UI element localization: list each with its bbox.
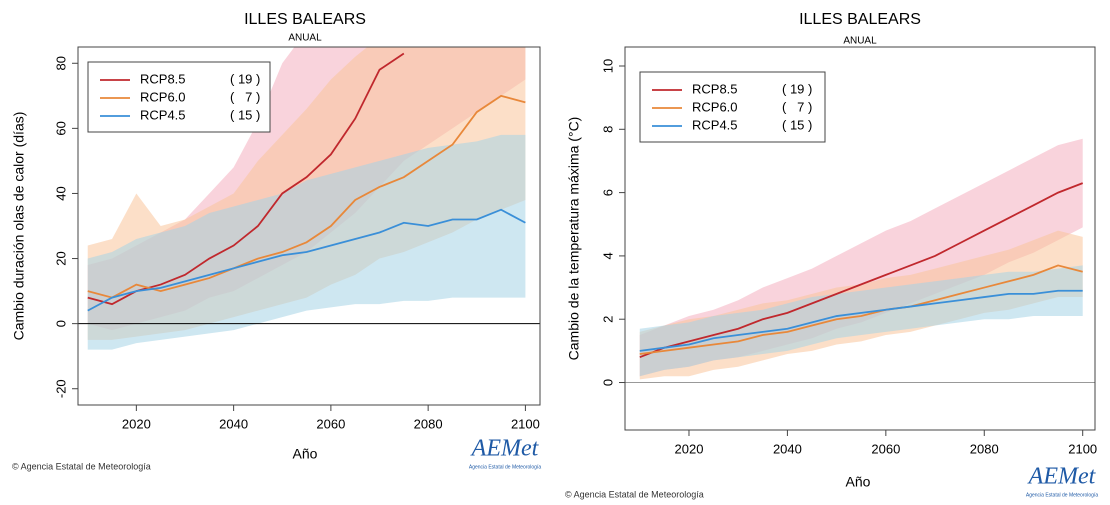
logo: AEMet xyxy=(1027,464,1097,490)
y-axis-label: Cambio duración olas de calor (días) xyxy=(11,112,27,341)
y-tick-label: 4 xyxy=(600,252,615,259)
y-tick-label: 2 xyxy=(600,316,615,323)
logo-subtitle: Agencia Estatal de Meteorología xyxy=(469,464,541,470)
chart: ILLES BALEARS ANUAL Cambio de la temperatu… xyxy=(565,11,1098,499)
chart: ILLES BALEARS ANUAL Cambio duración olas d… xyxy=(11,11,542,471)
logo-subtitle: Agencia Estatal de Meteorología xyxy=(1026,492,1098,498)
range-band xyxy=(639,265,1083,377)
x-tick-label: 2060 xyxy=(316,416,345,431)
legend-count: ( 15 ) xyxy=(782,117,812,132)
plot-area xyxy=(625,138,1095,384)
chart-title: ILLES BALEARS xyxy=(799,11,921,28)
x-tick-label: 2100 xyxy=(511,416,540,431)
y-axis-label: Cambio de la temperatura máxima (°C) xyxy=(566,117,582,361)
y-tick-label: -20 xyxy=(53,379,68,398)
y-tick-label: 40 xyxy=(53,186,68,200)
y-tick-label: 20 xyxy=(53,251,68,265)
x-tick-label: 2100 xyxy=(1068,441,1097,456)
legend-label: RCP8.5 xyxy=(692,81,738,96)
x-tick-label: 2040 xyxy=(219,416,248,431)
y-tick-label: 8 xyxy=(600,126,615,133)
series-line xyxy=(639,264,1083,355)
plot-frame xyxy=(624,46,1096,431)
legend-label: RCP6.0 xyxy=(692,99,738,114)
legend-count: ( 15 ) xyxy=(230,107,260,122)
legend-count: ( 19 ) xyxy=(230,71,260,86)
legend-label: RCP4.5 xyxy=(692,117,738,132)
x-axis-label: Año xyxy=(846,474,871,490)
chart-title: ILLES BALEARS xyxy=(244,11,366,28)
x-tick-label: 2020 xyxy=(675,441,704,456)
legend-count: ( 19 ) xyxy=(782,81,812,96)
series-line xyxy=(639,289,1083,352)
plot-area xyxy=(78,47,540,350)
x-tick-label: 2060 xyxy=(871,441,900,456)
y-tick-label: 60 xyxy=(53,121,68,135)
legend-count: ( 7 ) xyxy=(782,99,812,114)
legend-box xyxy=(87,61,271,133)
x-tick-label: 2080 xyxy=(414,416,443,431)
y-tick-label: 80 xyxy=(53,56,68,70)
legend-label: RCP8.5 xyxy=(140,71,186,86)
y-tick-label: 0 xyxy=(53,320,68,327)
legend-label: RCP4.5 xyxy=(140,107,186,122)
x-tick-label: 2020 xyxy=(122,416,151,431)
legend: RCP8.5 ( 19 ) RCP6.0 ( 7 ) RCP4.5 ( 15 ) xyxy=(87,61,271,133)
x-tick-label: 2040 xyxy=(773,441,802,456)
chart-subtitle: ANUAL xyxy=(288,33,322,44)
y-tick-label: 10 xyxy=(600,59,615,73)
plot-frame xyxy=(77,46,541,406)
series-line xyxy=(87,208,526,312)
y-tick-label: 0 xyxy=(600,379,615,386)
logo: AEMet xyxy=(470,436,540,462)
chart-subtitle: ANUAL xyxy=(843,36,877,47)
y-tick-label: 6 xyxy=(600,189,615,196)
x-tick-label: 2080 xyxy=(970,441,999,456)
legend: RCP8.5 ( 19 ) RCP6.0 ( 7 ) RCP4.5 ( 15 ) xyxy=(639,71,826,143)
x-axis-label: Año xyxy=(293,446,318,462)
credit: © Agencia Estatal de Meteorología xyxy=(565,489,704,499)
legend-box xyxy=(639,71,826,143)
legend-count: ( 7 ) xyxy=(230,89,260,104)
legend-label: RCP6.0 xyxy=(140,89,186,104)
series-line xyxy=(87,94,526,299)
credit: © Agencia Estatal de Meteorología xyxy=(12,461,151,471)
series-line xyxy=(639,182,1084,359)
